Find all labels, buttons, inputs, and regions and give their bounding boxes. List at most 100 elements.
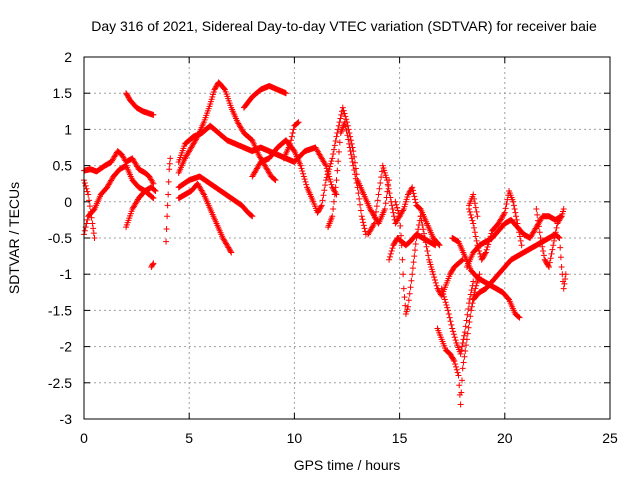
data-point (166, 160, 173, 167)
data-point (346, 140, 353, 147)
data-point (412, 196, 419, 203)
data-point (297, 162, 304, 169)
data-point (200, 190, 207, 197)
data-point (340, 107, 347, 114)
data-point (221, 85, 228, 92)
data-point (451, 334, 458, 341)
data-point (460, 336, 467, 343)
data-point (301, 176, 308, 183)
data-point (332, 190, 339, 197)
series-track-28 (556, 235, 569, 292)
data-point (433, 282, 440, 289)
data-point (360, 219, 367, 226)
data-point (461, 332, 468, 339)
series-track-27 (533, 206, 567, 270)
data-point (351, 166, 358, 173)
y-tick-label: -2.5 (48, 375, 72, 391)
data-point (393, 201, 400, 208)
data-point (557, 244, 564, 251)
data-point (546, 259, 553, 266)
data-point (164, 202, 171, 209)
data-point (467, 313, 474, 320)
y-tick-label: -1 (60, 266, 73, 282)
data-point (452, 337, 459, 344)
data-point (452, 363, 459, 370)
data-point (549, 246, 556, 253)
series-track-3 (81, 177, 98, 241)
data-point (408, 277, 415, 284)
data-point (465, 324, 472, 331)
data-point (352, 175, 359, 182)
data-point (466, 300, 473, 307)
data-point (425, 252, 432, 259)
data-point (337, 115, 344, 122)
data-point (439, 288, 446, 295)
data-point (381, 206, 388, 213)
data-point (548, 250, 555, 257)
data-point (537, 235, 544, 241)
data-point (318, 202, 325, 209)
data-point (407, 284, 414, 291)
data-point (346, 144, 353, 151)
data-point (343, 116, 350, 123)
data-point (300, 173, 307, 180)
data-point (459, 377, 466, 384)
data-point (409, 184, 416, 191)
data-point (516, 229, 523, 236)
y-tick-label: 1.5 (53, 85, 73, 101)
y-axis-label: SDTVAR / TECUs (6, 182, 22, 294)
data-point (504, 196, 511, 203)
data-point (448, 321, 455, 328)
data-point (550, 242, 557, 249)
data-point (341, 110, 348, 117)
data-point (438, 285, 445, 292)
data-point (326, 166, 333, 173)
data-point (331, 191, 338, 198)
data-point (431, 276, 438, 283)
data-point (333, 133, 340, 140)
data-point (476, 250, 483, 257)
data-point (514, 220, 521, 227)
data-point (443, 301, 450, 308)
data-point (319, 197, 326, 204)
data-point (468, 307, 475, 314)
data-point (396, 213, 403, 220)
data-point (83, 185, 90, 192)
data-point (424, 248, 431, 255)
data-point (359, 216, 366, 223)
data-point (167, 155, 174, 162)
data-point (290, 126, 297, 133)
data-point (298, 165, 305, 172)
data-point (149, 261, 156, 268)
data-point (329, 213, 336, 220)
data-point (402, 302, 409, 309)
data-point (371, 220, 378, 227)
data-point (225, 244, 232, 251)
series-track-25 (466, 187, 525, 263)
data-point (339, 104, 346, 111)
data-point (325, 168, 332, 175)
data-point (486, 235, 493, 242)
series-track-16 (365, 162, 443, 249)
data-point (330, 206, 337, 213)
data-marks (81, 79, 569, 408)
series-track-7 (163, 155, 174, 245)
data-point (332, 137, 339, 144)
data-point (466, 318, 473, 325)
data-point (386, 256, 393, 263)
data-point (462, 323, 469, 330)
data-point (432, 279, 439, 286)
data-point (556, 235, 563, 241)
data-point (356, 195, 363, 202)
data-point (457, 401, 464, 408)
data-point (513, 216, 520, 223)
data-point (376, 185, 383, 192)
y-tick-label: 0.5 (53, 158, 73, 174)
data-point (328, 181, 335, 188)
data-point (421, 230, 428, 237)
data-point (373, 208, 380, 215)
data-point (353, 179, 360, 186)
data-point (149, 194, 156, 201)
data-point (85, 191, 92, 198)
data-point (450, 328, 457, 335)
